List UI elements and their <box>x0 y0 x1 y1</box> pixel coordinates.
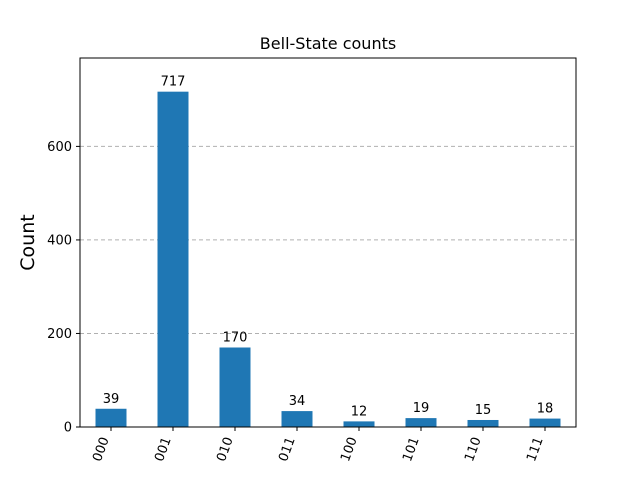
bar-000 <box>96 409 127 427</box>
plot-frame <box>80 58 576 427</box>
bars <box>96 92 561 427</box>
data-label-001: 717 <box>161 75 186 90</box>
bar-011 <box>282 411 313 427</box>
data-label-110: 15 <box>475 403 492 418</box>
x-tick-label-001: 001 <box>152 435 175 463</box>
x-axis: 000 001 010 011 100 101 110 111 <box>90 427 547 464</box>
data-label-010: 170 <box>223 330 248 345</box>
bar-101 <box>406 418 437 427</box>
bar-110 <box>468 420 499 427</box>
x-tick-label-010: 010 <box>214 435 237 463</box>
x-tick-label-011: 011 <box>276 435 299 463</box>
chart-title: Bell-State counts <box>260 34 396 53</box>
y-tick-label: 0 <box>64 421 72 436</box>
data-label-011: 34 <box>289 394 306 409</box>
data-label-101: 19 <box>413 401 430 416</box>
data-label-111: 18 <box>537 402 554 417</box>
bar-010 <box>220 347 251 427</box>
x-tick-label-110: 110 <box>462 435 485 463</box>
data-label-100: 12 <box>351 404 368 419</box>
bar-001 <box>158 92 189 427</box>
y-tick-label: 400 <box>47 233 72 248</box>
y-axis: 0 200 400 600 <box>47 140 80 436</box>
bar-111 <box>530 419 561 427</box>
x-tick-label-000: 000 <box>90 435 113 463</box>
x-tick-label-101: 101 <box>400 435 423 463</box>
x-tick-label-111: 111 <box>524 435 547 463</box>
y-tick-label: 600 <box>47 140 72 155</box>
bar-100 <box>344 421 375 427</box>
y-axis-label: Count <box>17 214 39 270</box>
data-label-000: 39 <box>103 392 120 407</box>
grid-lines <box>80 146 576 333</box>
y-tick-label: 200 <box>47 327 72 342</box>
x-tick-label-100: 100 <box>338 435 361 463</box>
